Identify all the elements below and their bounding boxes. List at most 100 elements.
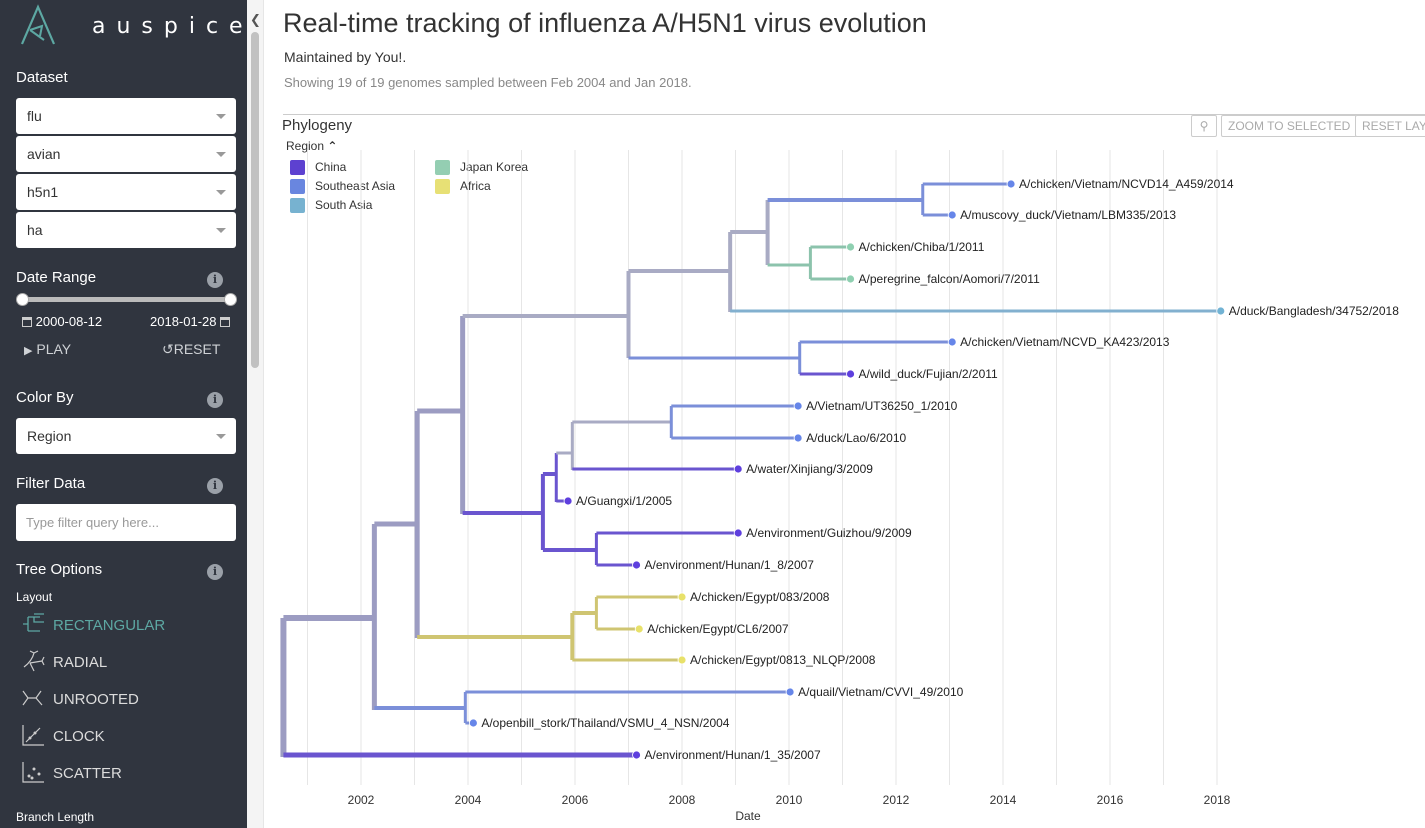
chevron-down-icon xyxy=(216,114,226,119)
collapse-sidebar-icon[interactable]: ❮ xyxy=(250,12,261,27)
x-tick-label: 2004 xyxy=(455,793,482,807)
tip-label: A/environment/Guizhou/9/2009 xyxy=(746,526,912,540)
dataset-select-value: h5n1 xyxy=(27,184,59,200)
auspice-logo-icon[interactable] xyxy=(18,4,62,51)
tip-label: A/duck/Bangladesh/34752/2018 xyxy=(1229,304,1399,318)
tip-label: A/peregrine_falcon/Aomori/7/2011 xyxy=(859,272,1041,286)
legend-label-south-asia: South Asia xyxy=(315,198,373,212)
dataset-title: Dataset xyxy=(16,69,68,86)
layout-label: Layout xyxy=(16,590,53,604)
tip-node xyxy=(793,401,803,411)
date-range-end-value: 2018-01-28 xyxy=(150,314,217,329)
dataset-select-1[interactable]: flu xyxy=(16,98,236,134)
reset-layout-button[interactable]: RESET LAYO xyxy=(1355,115,1425,137)
date-range-start-value: 2000-08-12 xyxy=(35,314,103,329)
play-button[interactable]: ▶ PLAY xyxy=(24,341,71,357)
date-range-slider[interactable] xyxy=(22,297,231,302)
tip-node xyxy=(947,210,957,220)
date-range-end[interactable]: 2018-01-28 xyxy=(150,314,231,329)
search-icon: ⚲ xyxy=(1199,119,1209,133)
legend-swatch-japan-korea xyxy=(435,160,450,175)
tip-label: A/Vietnam/UT36250_1/2010 xyxy=(806,399,958,413)
tip-label: A/quail/Vietnam/CVVI_49/2010 xyxy=(798,685,964,699)
x-tick-label: 2016 xyxy=(1097,793,1124,807)
info-icon[interactable]: i xyxy=(207,478,223,494)
tip-node xyxy=(1216,306,1226,316)
sidebar-scrollbar-thumb[interactable] xyxy=(251,32,259,368)
tip-label: A/environment/Hunan/1_35/2007 xyxy=(645,748,821,762)
tip-node xyxy=(634,624,644,634)
layout-label-clock: CLOCK xyxy=(53,728,105,745)
tip-label: A/chicken/Vietnam/NCVD14_A459/2014 xyxy=(1019,177,1234,191)
date-range-start[interactable]: 2000-08-12 xyxy=(22,314,102,329)
legend-swatch-southeast-asia xyxy=(290,179,305,194)
chevron-down-icon xyxy=(216,152,226,157)
chevron-down-icon xyxy=(216,228,226,233)
chevron-down-icon xyxy=(216,434,226,439)
tip-label: A/duck/Lao/6/2010 xyxy=(806,431,906,445)
branch-length-label: Branch Length xyxy=(16,810,95,824)
x-tick-label: 2014 xyxy=(990,793,1017,807)
chevron-up-icon: ⌃ xyxy=(327,139,338,153)
page-title: Real-time tracking of influenza A/H5N1 v… xyxy=(283,8,927,38)
reset-button[interactable]: ↺RESET xyxy=(162,341,220,358)
zoom-search-button[interactable]: ⚲ xyxy=(1191,115,1217,137)
tip-label: A/openbill_stork/Thailand/VSMU_4_NSN/200… xyxy=(481,716,729,730)
filter-input[interactable] xyxy=(16,504,236,541)
legend-label-southeast-asia: Southeast Asia xyxy=(315,179,396,193)
scatter-layout-icon xyxy=(22,762,44,783)
tip-node xyxy=(733,528,743,538)
color-by-select[interactable]: Region xyxy=(16,418,236,454)
legend-swatch-africa xyxy=(435,179,450,194)
tip-label: A/chicken/Chiba/1/2011 xyxy=(859,240,985,254)
legend-label-china: China xyxy=(315,160,347,174)
date-range-end-handle[interactable] xyxy=(224,293,237,306)
tip-node xyxy=(563,496,573,506)
tip-node xyxy=(793,433,803,443)
tree-options-title: Tree Options xyxy=(16,561,103,578)
dataset-select-3[interactable]: h5n1 xyxy=(16,174,236,210)
tip-node xyxy=(846,274,855,284)
play-label: PLAY xyxy=(36,341,72,357)
app-name[interactable]: auspice xyxy=(92,14,254,39)
x-tick-label: 2018 xyxy=(1204,793,1231,807)
tip-label: A/water/Xinjiang/3/2009 xyxy=(746,462,873,476)
x-tick-label: 2012 xyxy=(883,793,910,807)
tip-label: A/chicken/Egypt/0813_NLQP/2008 xyxy=(690,653,876,667)
legend-label-japan-korea: Japan Korea xyxy=(460,160,529,174)
panel-title: Phylogeny xyxy=(282,117,353,134)
zoom-to-selected-button[interactable]: ZOOM TO SELECTED xyxy=(1221,115,1358,137)
color-by-title: Color By xyxy=(16,389,74,406)
tip-label: A/Guangxi/1/2005 xyxy=(576,494,672,508)
chevron-down-icon xyxy=(216,190,226,195)
sidebar: auspice Dataset flu avian h5n1 ha Date R… xyxy=(0,0,247,828)
layout-label-scatter: SCATTER xyxy=(53,765,122,782)
tip-node xyxy=(677,592,687,602)
legend-title-text: Region xyxy=(286,139,325,153)
clock-layout-icon xyxy=(22,725,44,746)
summary-text: Showing 19 of 19 genomes sampled between… xyxy=(284,75,692,90)
date-range-start-handle[interactable] xyxy=(16,293,29,306)
info-icon[interactable]: i xyxy=(207,272,223,288)
dataset-select-2[interactable]: avian xyxy=(16,136,236,172)
tip-node xyxy=(785,687,795,697)
color-by-value: Region xyxy=(27,428,72,444)
tip-node xyxy=(632,560,641,570)
info-icon[interactable]: i xyxy=(207,564,223,580)
tip-node xyxy=(733,464,743,474)
filter-data-title: Filter Data xyxy=(16,475,86,492)
legend-title[interactable]: Region ⌃ xyxy=(286,139,337,153)
tip-node xyxy=(1006,179,1016,189)
maintainer-text: Maintained by You!. xyxy=(284,49,407,65)
info-icon[interactable]: i xyxy=(207,392,223,408)
reset-icon: ↺ xyxy=(162,341,174,357)
calendar-icon xyxy=(220,317,231,327)
divider xyxy=(283,114,1425,115)
tip-node xyxy=(468,718,478,728)
dataset-select-value: avian xyxy=(27,146,61,162)
dataset-select-4[interactable]: ha xyxy=(16,212,236,248)
layout-label-unrooted: UNROOTED xyxy=(53,691,139,708)
tip-label: A/chicken/Egypt/CL6/2007 xyxy=(647,622,789,636)
tip-label: A/environment/Hunan/1_8/2007 xyxy=(645,558,815,572)
